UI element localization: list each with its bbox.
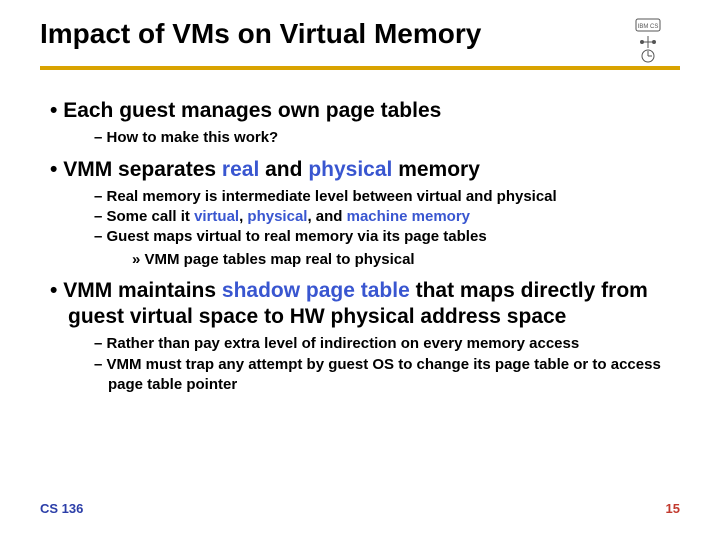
highlight-term: physical [247, 208, 307, 225]
corner-logo: IBM CS [634, 18, 680, 64]
title-rule [40, 66, 680, 70]
bullet-text: memory [392, 158, 480, 181]
bullet-l1: VMM separates real and physical memory R… [50, 157, 680, 270]
highlight-term: shadow page table [222, 279, 410, 302]
highlight-term: real [222, 158, 259, 181]
slide-footer: CS 136 15 [40, 501, 680, 516]
bullet-l2: How to make this work? [94, 128, 680, 148]
slide-title: Impact of VMs on Virtual Memory [40, 18, 481, 60]
bullet-l2: Rather than pay extra level of indirecti… [94, 334, 680, 354]
bullet-text: VMM maintains [63, 279, 222, 302]
bullet-text: and [259, 158, 308, 181]
bullet-text: Each guest manages own page tables [63, 99, 441, 122]
bullet-l2: Some call it virtual, physical, and mach… [94, 207, 680, 227]
bullet-list: Each guest manages own page tables How t… [40, 98, 680, 395]
bullet-text: Some call it [107, 208, 195, 225]
bullet-l3: VMM page tables map real to physical [132, 250, 680, 270]
bullet-text: VMM separates [63, 158, 222, 181]
bullet-l2: Real memory is intermediate level betwee… [94, 187, 680, 207]
slide-number: 15 [666, 501, 680, 516]
course-code: CS 136 [40, 501, 83, 516]
svg-text:IBM CS: IBM CS [638, 24, 659, 30]
highlight-term: physical [308, 158, 392, 181]
highlight-term: machine memory [347, 208, 470, 225]
bullet-text: Guest maps virtual to real memory via it… [107, 228, 487, 245]
highlight-term: virtual [194, 208, 239, 225]
bullet-l1: Each guest manages own page tables How t… [50, 98, 680, 149]
bullet-l2: Guest maps virtual to real memory via it… [94, 227, 680, 270]
bullet-text: , and [307, 208, 346, 225]
bullet-l2: VMM must trap any attempt by guest OS to… [94, 355, 680, 396]
bullet-l1: VMM maintains shadow page table that map… [50, 278, 680, 395]
